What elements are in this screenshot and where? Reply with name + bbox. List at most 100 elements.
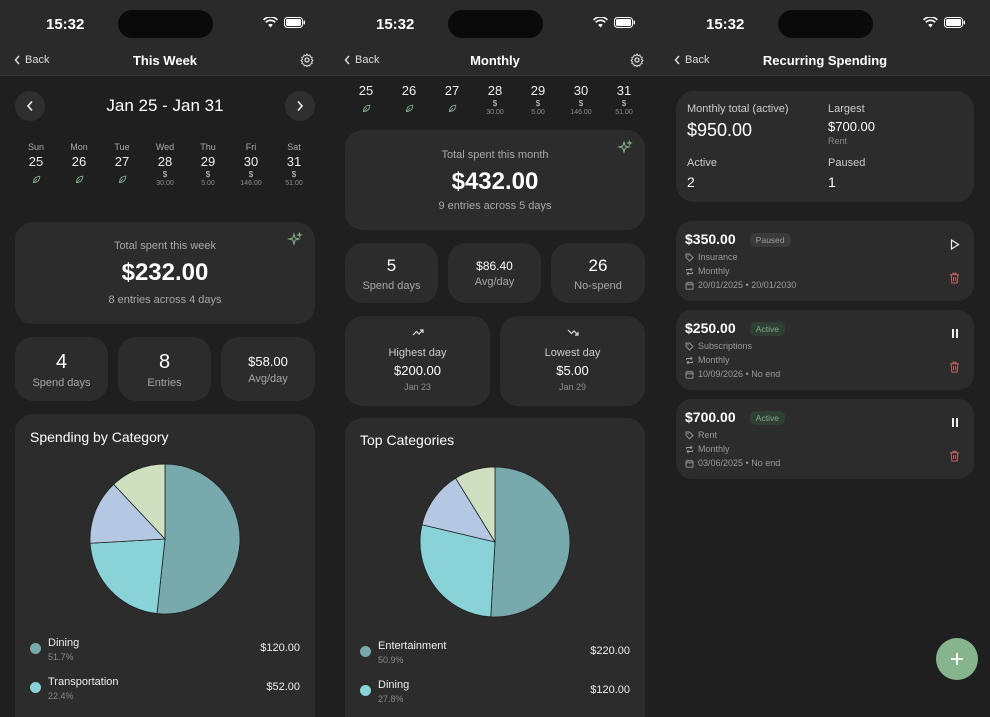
stat-label: Entries [147, 377, 182, 389]
nav-bar: Back This Week [0, 46, 330, 76]
day-column[interactable]: 28 $30.00 [475, 81, 515, 116]
dynamic-island [448, 10, 543, 38]
day-date: 31 [286, 154, 302, 169]
legend-amount: $120.00 [260, 642, 300, 654]
resume-button[interactable] [950, 237, 960, 255]
spend-symbol: $ [535, 99, 541, 108]
day-date: 30 [573, 83, 589, 98]
gear-icon[interactable] [300, 53, 314, 67]
status-bar: 15:32 [660, 0, 990, 46]
week-total-card: Total spent this week $232.00 8 entries … [15, 222, 315, 324]
legend-amount: $120.00 [590, 684, 630, 696]
tag-icon [685, 431, 694, 440]
previous-week-button[interactable] [15, 91, 45, 121]
legend-name: Entertainment [378, 640, 447, 652]
day-name: Sun [27, 142, 44, 152]
day-date: 27 [114, 154, 130, 169]
pie-slice [89, 538, 166, 615]
recurring-dates: 20/01/2025 • 20/01/2030 [685, 280, 796, 290]
pause-button[interactable] [950, 326, 960, 344]
day-name: Tue [114, 142, 130, 152]
calendar-icon [685, 281, 694, 290]
stat-label: Avg/day [248, 373, 288, 385]
pie-slice [113, 463, 166, 541]
pie-slice [455, 466, 496, 544]
stat-value: 26 [588, 256, 608, 275]
this-week-screen: 15:32 Back This Week Jan 25 - Jan 31 Sun… [0, 0, 330, 717]
day-column[interactable]: 25 [346, 81, 386, 118]
status-badge: Active [749, 322, 785, 336]
total-label: Total spent this week [113, 240, 217, 252]
spend-symbol: $ [248, 170, 254, 179]
delete-button[interactable] [949, 449, 960, 467]
day-column[interactable]: 31 $51.00 [604, 81, 644, 116]
highest-day-card: Highest day $200.00 Jan 23 [345, 316, 490, 406]
add-recurring-button[interactable] [936, 638, 978, 680]
next-week-button[interactable] [285, 91, 315, 121]
day-column[interactable]: 27 [432, 81, 472, 118]
lowest-value: $5.00 [556, 363, 589, 378]
recurring-item[interactable]: $250.00 Active Subscriptions Monthly 10/09/2… [676, 310, 974, 390]
stat-value: 5 [386, 256, 397, 275]
paused-label: Paused [828, 157, 866, 169]
legend-item: Entertainment 50.9% $220.00 [360, 640, 630, 670]
recurring-item[interactable]: $700.00 Active Rent Monthly 03/06/2025 • No … [676, 399, 974, 479]
day-column[interactable]: Mon 26 [59, 142, 99, 189]
status-time: 15:32 [376, 16, 415, 33]
no-spend-marker [16, 171, 56, 189]
chevron-left-icon [344, 55, 350, 65]
delete-button[interactable] [949, 360, 960, 378]
back-button[interactable]: Back [14, 54, 49, 66]
recurring-summary-card: Monthly total (active) $950.00 Largest $… [676, 91, 974, 202]
chart-title: Spending by Category [30, 429, 169, 445]
stat-label: Spend days [362, 280, 421, 292]
day-column[interactable]: Fri 30 $146.00 [231, 142, 271, 187]
monthly-screen: 15:32 Back Monthly 25 26 27 28 $30.00 29 $5.00… [330, 0, 660, 717]
day-column[interactable]: Tue 27 [102, 142, 142, 189]
tag-icon [685, 253, 694, 262]
paused-count: 1 [828, 174, 836, 190]
back-label: Back [685, 54, 710, 66]
day-column[interactable]: Thu 29 $5.00 [188, 142, 228, 187]
recurring-category: Insurance [685, 252, 738, 262]
day-name: Mon [70, 142, 88, 152]
spend-symbol: $ [291, 170, 297, 179]
largest-label: Largest [828, 103, 865, 115]
battery-icon [284, 17, 305, 28]
dynamic-island [778, 10, 873, 38]
nav-bar: Back Recurring Spending [660, 46, 990, 76]
battery-icon [614, 17, 635, 28]
sparkle-icon [287, 232, 303, 246]
day-column[interactable]: Sat 31 $51.00 [274, 142, 314, 187]
back-button[interactable]: Back [344, 54, 379, 66]
wifi-icon [263, 17, 278, 28]
delete-button[interactable] [949, 271, 960, 289]
day-name: Wed [155, 142, 175, 152]
day-column[interactable]: 26 [389, 81, 429, 118]
legend-percent: 50.9% [378, 655, 404, 665]
day-date: 28 [157, 154, 173, 169]
repeat-icon [686, 267, 693, 275]
recurring-item[interactable]: $350.00 Paused Insurance Monthly 20/01/2025 … [676, 221, 974, 301]
legend-item: Dining 51.7% $120.00 [30, 637, 300, 667]
pause-icon [952, 329, 958, 338]
pie-slice [419, 524, 496, 618]
page-title: This Week [132, 53, 198, 68]
back-button[interactable]: Back [674, 54, 709, 66]
legend-percent: 22.4% [48, 691, 74, 701]
day-column[interactable]: 30 $146.00 [561, 81, 601, 116]
lowest-label: Lowest day [544, 347, 601, 359]
day-date: 31 [616, 83, 632, 98]
day-column[interactable]: Sun 25 [16, 142, 56, 189]
legend-item: Dining 27.8% $120.00 [360, 679, 630, 709]
recurring-category: Subscriptions [685, 341, 752, 351]
pie-chart [89, 463, 241, 615]
gear-icon[interactable] [630, 53, 644, 67]
day-column[interactable]: 29 $5.00 [518, 81, 558, 116]
recurring-amount: $700.00 [685, 409, 736, 425]
day-column[interactable]: Wed 28 $30.00 [145, 142, 185, 187]
stat-card: 26 No-spend [551, 243, 645, 303]
pie-slice [421, 477, 496, 543]
leaf-icon [448, 104, 456, 112]
pause-button[interactable] [950, 415, 960, 433]
